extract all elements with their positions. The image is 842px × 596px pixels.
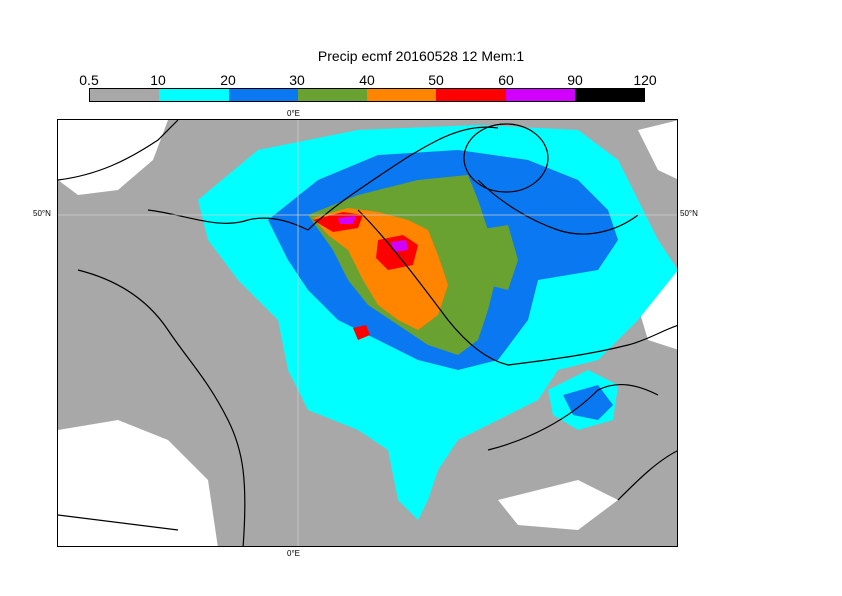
map-panel [57, 119, 678, 547]
colorbar-swatch [574, 89, 644, 101]
colorbar-tick-label: 50 [428, 72, 444, 88]
contour-50-60 [376, 235, 418, 270]
colorbar-swatch [436, 89, 506, 101]
colorbar-swatch [505, 89, 575, 101]
contour-50-60 [353, 325, 370, 340]
colorbar-tick-label: 30 [289, 72, 305, 88]
lat-label-right: 50°N [680, 209, 698, 218]
colorbar-swatch [228, 89, 298, 101]
colorbar-swatch [297, 89, 367, 101]
colorbar-tick-label: 40 [359, 72, 375, 88]
dry-area [58, 420, 218, 546]
colorbar-tick-label: 0.5 [79, 72, 99, 88]
contour-20-30 [563, 385, 613, 420]
precip-map [58, 120, 677, 546]
contour-60-90 [391, 240, 408, 252]
contour-30-40 [478, 225, 518, 290]
colorbar-swatch [90, 89, 160, 101]
coastline-loop [463, 123, 549, 193]
dry-area [638, 120, 677, 180]
colorbar-tick-label: 20 [220, 72, 236, 88]
colorbar-tick-label: 60 [498, 72, 514, 88]
colorbar [89, 88, 645, 102]
contour-40-50 [313, 208, 448, 330]
lon-label-top: 0°E [287, 109, 300, 118]
contour-60-90 [338, 216, 356, 224]
dry-area [498, 480, 618, 530]
colorbar-swatch [159, 89, 229, 101]
colorbar-tick-label: 10 [150, 72, 166, 88]
dry-area [58, 120, 168, 195]
colorbar-tick-label: 120 [633, 72, 657, 88]
lon-label-bottom: 0°E [287, 549, 300, 558]
colorbar-tick-label: 90 [567, 72, 583, 88]
colorbar-swatch [367, 89, 437, 101]
lat-label-left: 50°N [33, 209, 51, 218]
chart-title: Precip ecmf 20160528 12 Mem:1 [317, 48, 525, 64]
